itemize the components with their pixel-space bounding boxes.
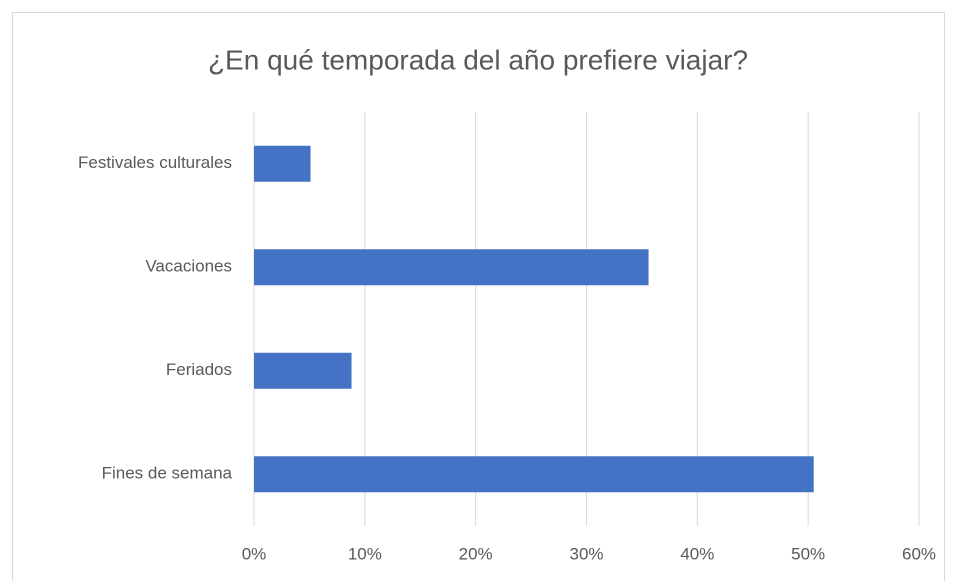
y-tick-label: Vacaciones bbox=[145, 257, 232, 276]
x-tick-label: 60% bbox=[902, 544, 936, 563]
x-tick-label: 50% bbox=[791, 544, 825, 563]
x-tick-label: 20% bbox=[459, 544, 493, 563]
bar bbox=[254, 145, 311, 182]
y-tick-label: Festivales culturales bbox=[78, 153, 232, 172]
bar bbox=[254, 249, 649, 286]
bar bbox=[254, 456, 814, 493]
chart-frame bbox=[12, 12, 945, 581]
y-tick-label: Feriados bbox=[166, 360, 232, 379]
chart-title: ¿En qué temporada del año prefiere viaja… bbox=[208, 44, 748, 75]
bar bbox=[254, 352, 352, 389]
x-tick-label: 10% bbox=[348, 544, 382, 563]
x-tick-label: 0% bbox=[242, 544, 267, 563]
y-tick-label: Fines de semana bbox=[102, 464, 233, 483]
x-tick-label: 30% bbox=[569, 544, 603, 563]
x-tick-label: 40% bbox=[680, 544, 714, 563]
